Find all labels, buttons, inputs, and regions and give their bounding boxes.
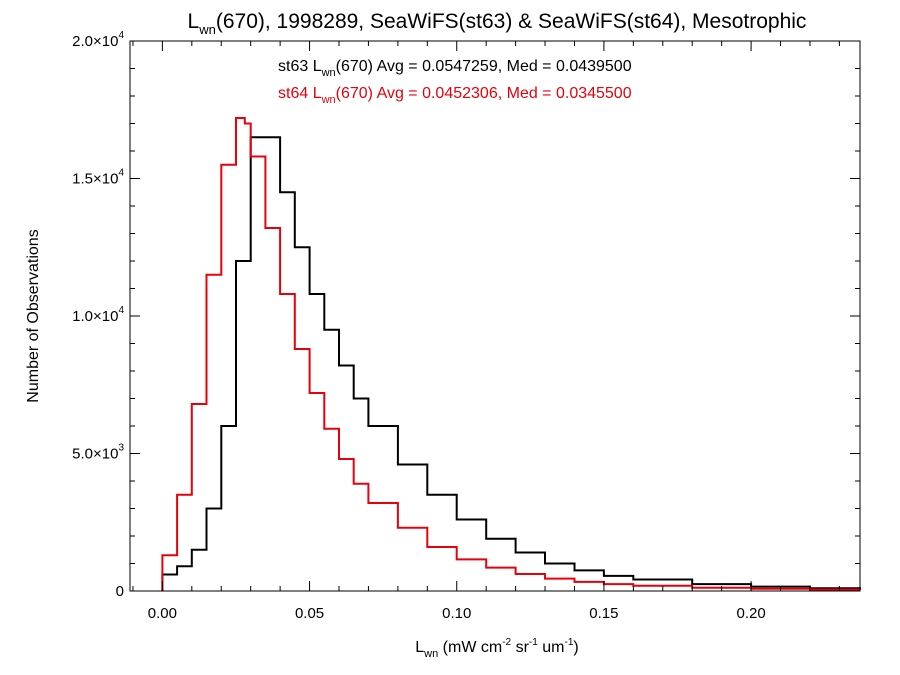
x-tick-label: 0.20 <box>736 605 765 622</box>
series-line-st63 <box>161 136 861 591</box>
plot-frame <box>129 40 861 592</box>
series-line-st64 <box>161 117 861 591</box>
x-axis-ticks: 0.00 0.05 0.10 0.15 0.20 <box>132 41 840 622</box>
x-axis-label: Lwn (mW cm-2 sr-1 um-1) <box>415 637 578 660</box>
chart-title: Lwn(670), 1998289, SeaWiFS(st63) & SeaWi… <box>188 10 807 37</box>
y-tick-label: 1.0×104 <box>72 305 124 325</box>
y-axis-ticks: 0 5.0×103 1.0×104 1.5×104 2.0×104 <box>72 30 860 600</box>
y-tick-label: 5.0×103 <box>72 443 124 463</box>
y-axis-label: Number of Observations <box>25 229 42 402</box>
y-tick-label: 2.0×104 <box>72 30 124 50</box>
series-layer <box>161 117 861 591</box>
x-tick-label: 0.10 <box>442 605 471 622</box>
x-tick-label: 0.15 <box>589 605 618 622</box>
legend: st63 Lwn(670) Avg = 0.0547259, Med = 0.0… <box>278 58 632 106</box>
legend-entry-st64: st64 Lwn(670) Avg = 0.0452306, Med = 0.0… <box>278 85 632 106</box>
y-tick-label: 0 <box>116 583 124 600</box>
x-tick-label: 0.00 <box>148 605 177 622</box>
x-tick-label: 0.05 <box>295 605 324 622</box>
y-tick-label: 1.5×104 <box>72 168 124 188</box>
legend-entry-st63: st63 Lwn(670) Avg = 0.0547259, Med = 0.0… <box>278 58 632 79</box>
